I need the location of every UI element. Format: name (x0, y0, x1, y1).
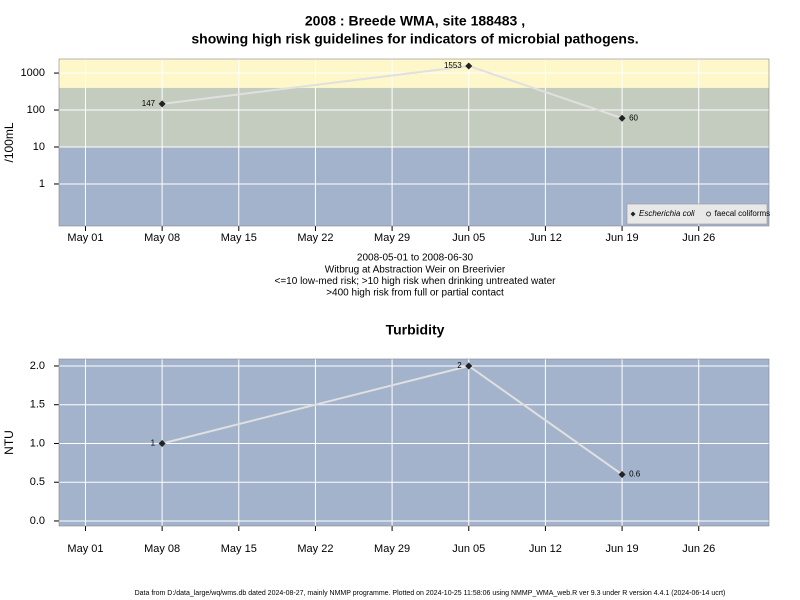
x-tick-label: May 01 (67, 543, 103, 555)
y-tick-label: 0.0 (30, 515, 45, 527)
chart-note: 2008-05-01 to 2008-06-30 (357, 253, 474, 264)
plot-background (59, 359, 769, 526)
data-point (158, 100, 166, 108)
x-tick-label: May 29 (374, 543, 410, 555)
legend: Escherichia coli faecal coliforms (626, 203, 771, 225)
data-label: 1553 (444, 61, 462, 70)
x-tick-label: May 22 (297, 232, 333, 244)
chart-note: >400 high risk from full or partial cont… (326, 288, 504, 299)
x-tick-label: Jun 19 (606, 232, 639, 244)
y-tick-label: 1.0 (30, 437, 45, 449)
legend-label: faecal coliforms (715, 209, 771, 218)
plot-frame (58, 58, 770, 227)
data-point (158, 439, 166, 447)
chart-title: 2008 : Breede WMA, site 188483 , (305, 13, 525, 29)
data-point (618, 470, 626, 478)
y-axis-label: /100mL (2, 122, 16, 162)
data-point (618, 114, 626, 122)
chart-title: Turbidity (386, 322, 445, 338)
y-axis-label: NTU (2, 430, 16, 455)
data-label: 147 (142, 99, 156, 108)
x-tick-label: Jun 05 (452, 232, 485, 244)
legend-marker (630, 211, 636, 217)
chart-note: Witbrug at Abstraction Weir on Breerivie… (325, 264, 506, 275)
data-point (465, 62, 473, 70)
y-tick-label: 1 (39, 178, 45, 190)
chart-note: <=10 low-med risk; >10 high risk when dr… (275, 276, 557, 287)
y-tick-label: 100 (27, 104, 45, 116)
risk-band (59, 87, 769, 148)
y-tick-label: 1.5 (30, 399, 45, 411)
x-tick-label: May 08 (144, 543, 180, 555)
x-tick-label: May 15 (221, 543, 257, 555)
x-tick-label: May 15 (221, 232, 257, 244)
legend-label: Escherichia coli (639, 209, 695, 218)
data-label: 1 (151, 439, 156, 448)
x-tick-label: Jun 26 (682, 543, 715, 555)
legend-box (626, 203, 768, 225)
plot-frame (58, 358, 770, 527)
x-tick-label: Jun 19 (606, 543, 639, 555)
y-tick-label: 2.0 (30, 360, 45, 372)
x-tick-label: May 08 (144, 232, 180, 244)
x-tick-label: Jun 26 (682, 232, 715, 244)
x-tick-label: May 29 (374, 232, 410, 244)
x-tick-label: Jun 12 (529, 232, 562, 244)
y-tick-label: 10 (33, 141, 45, 153)
legend-marker (706, 211, 711, 217)
y-tick-label: 1000 (21, 67, 45, 79)
x-tick-label: May 22 (297, 543, 333, 555)
x-tick-label: Jun 12 (529, 543, 562, 555)
data-point (465, 362, 473, 370)
footer: Data from D:/data_large/wq/wms.db dated … (135, 590, 726, 597)
x-tick-label: May 01 (67, 232, 103, 244)
data-label: 2 (457, 361, 462, 370)
data-label: 0.6 (629, 470, 641, 479)
data-label: 60 (629, 113, 638, 122)
x-tick-label: Jun 05 (452, 543, 485, 555)
chart-title: showing high risk guidelines for indicat… (191, 31, 638, 47)
y-tick-label: 0.5 (30, 476, 45, 488)
